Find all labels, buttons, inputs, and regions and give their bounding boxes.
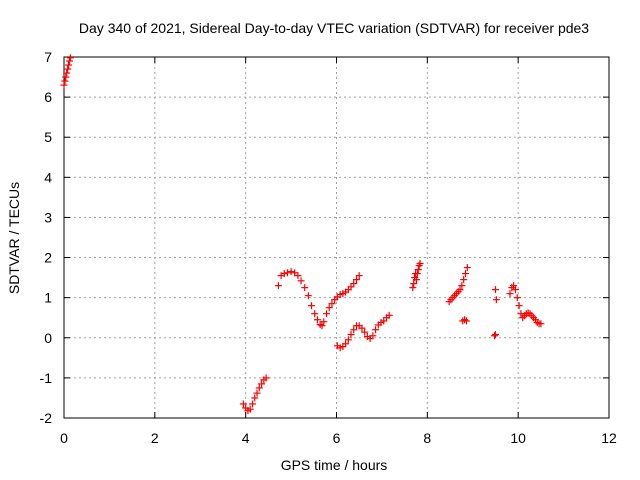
data-point (325, 304, 333, 312)
data-point (255, 384, 263, 392)
data-point (461, 270, 469, 278)
data-point (511, 286, 519, 294)
chart-title: Day 340 of 2021, Sidereal Day-to-day VTE… (79, 20, 589, 36)
y-axis-ticks: -2 -1 0 1 2 3 4 5 6 7 (40, 49, 609, 426)
y-axis-label: SDTVAR / TECUs (6, 182, 22, 294)
data-point (358, 324, 366, 332)
data-point (274, 282, 282, 290)
data-point (461, 316, 469, 324)
data-point (297, 277, 305, 285)
data-point (344, 336, 352, 344)
data-point (251, 394, 259, 402)
data-point (510, 282, 518, 290)
data-point (385, 311, 393, 319)
data-point (258, 380, 266, 388)
data-point (62, 73, 70, 81)
data-point (63, 69, 71, 77)
data-point (308, 302, 316, 310)
y-tick-label: 2 (44, 250, 52, 266)
data-point (515, 302, 523, 310)
data-point (66, 54, 74, 62)
y-tick-label: 7 (44, 49, 52, 65)
data-point (318, 322, 326, 330)
data-point (372, 326, 380, 334)
data-point (412, 276, 420, 284)
data-point (462, 317, 470, 325)
data-point (60, 81, 68, 89)
data-point (410, 280, 418, 288)
data-point (491, 332, 499, 340)
data-point (492, 296, 500, 304)
y-tick-label: 4 (44, 169, 52, 185)
data-point (313, 316, 321, 324)
data-point (350, 280, 358, 288)
data-point (460, 276, 468, 284)
data-point (506, 290, 514, 298)
data-point (414, 266, 422, 274)
data-point (287, 268, 295, 276)
data-point (248, 400, 256, 408)
y-tick-label: 6 (44, 89, 52, 105)
y-tick-label: 5 (44, 129, 52, 145)
data-point (361, 328, 369, 336)
data-point (246, 405, 254, 413)
data-point (262, 374, 270, 382)
x-tick-label: 2 (151, 430, 159, 446)
data-point (323, 310, 331, 318)
data-point (409, 284, 417, 292)
data-point (355, 272, 363, 280)
x-tick-label: 12 (601, 430, 617, 446)
data-point (283, 269, 291, 277)
y-tick-label: 0 (44, 330, 52, 346)
x-tick-label: 0 (60, 430, 68, 446)
data-point (65, 61, 73, 69)
data-point (463, 264, 471, 272)
data-point (369, 332, 377, 340)
data-point (328, 300, 336, 308)
data-point (304, 292, 312, 300)
y-tick-label: -2 (40, 410, 53, 426)
x-axis-label: GPS time / hours (281, 457, 388, 473)
data-point (350, 326, 358, 334)
data-point (64, 65, 72, 73)
data-point (491, 331, 499, 339)
grid-lines (64, 57, 609, 418)
data-point (416, 260, 424, 268)
data-point (320, 318, 328, 326)
data-point (413, 270, 421, 278)
data-point (352, 276, 360, 284)
data-point (342, 340, 350, 348)
data-point (280, 270, 288, 278)
y-tick-label: -1 (40, 370, 53, 386)
x-tick-label: 10 (510, 430, 526, 446)
data-point (239, 400, 247, 408)
data-point (253, 389, 261, 397)
data-points (60, 54, 545, 415)
x-axis-ticks: 0 2 4 6 8 10 12 (60, 57, 617, 446)
x-tick-label: 8 (423, 430, 431, 446)
data-point (456, 286, 464, 294)
data-point (311, 310, 319, 318)
x-tick-label: 4 (242, 430, 250, 446)
data-point (491, 286, 499, 294)
data-point (65, 57, 73, 65)
data-point (458, 282, 466, 290)
x-tick-label: 6 (333, 430, 341, 446)
y-tick-label: 1 (44, 290, 52, 306)
data-point (537, 320, 545, 328)
data-point (347, 331, 355, 339)
y-tick-label: 3 (44, 209, 52, 225)
data-point (61, 77, 69, 85)
data-point (294, 272, 302, 280)
data-point (513, 294, 521, 302)
data-point (301, 284, 309, 292)
